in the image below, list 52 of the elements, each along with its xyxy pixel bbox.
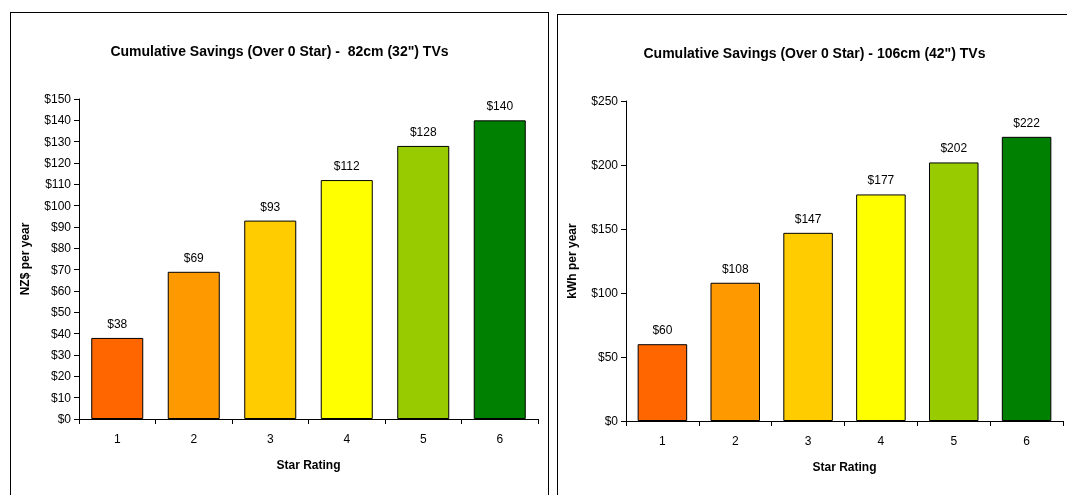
data-label: $108 [721, 261, 749, 276]
y-axis-title: kWh per year [565, 222, 579, 299]
y-tick-label: $100 [591, 286, 619, 300]
x-axis-title: Star Rating [812, 460, 877, 474]
x-tick-label: 2 [731, 434, 739, 448]
data-label: $140 [486, 99, 514, 114]
y-tick-label: $20 [50, 369, 72, 384]
y-tick-label: $250 [591, 94, 619, 108]
data-label: $93 [260, 199, 281, 214]
x-tick-label: 3 [804, 434, 812, 448]
y-tick-label: $50 [597, 350, 619, 364]
y-tick-label: $60 [50, 284, 72, 298]
x-tick-label: 6 [1023, 434, 1031, 448]
data-label: $69 [183, 250, 205, 265]
x-tick-label: 2 [190, 432, 198, 446]
y-tick-label: $100 [44, 198, 72, 213]
y-tick-label: $0 [57, 412, 72, 426]
data-label: $177 [867, 173, 895, 188]
y-tick-label: $70 [50, 262, 72, 277]
data-label: $38 [107, 316, 128, 331]
y-axis-title: NZ$ per year [18, 222, 32, 296]
y-tick-label: $150 [44, 92, 72, 106]
x-tick-label: 6 [496, 432, 504, 446]
chart-title: Cumulative Savings (Over 0 Star) - 106cm (42") TVs [643, 45, 986, 61]
chart-title: Cumulative Savings (Over 0 Star) - 82cm (32") TVs [110, 43, 449, 59]
y-tick-label: $130 [44, 134, 72, 149]
y-tick-label: $120 [44, 156, 72, 170]
data-label: $147 [794, 211, 822, 226]
y-tick-label: $150 [591, 222, 619, 236]
y-tick-label: $110 [45, 177, 72, 192]
data-label: $60 [652, 323, 673, 338]
y-tick-label: $90 [50, 220, 72, 234]
x-axis-title: Star Rating [276, 458, 341, 472]
y-tick-label: $200 [591, 158, 619, 172]
x-tick-label: 1 [113, 432, 121, 446]
y-tick-label: $40 [50, 326, 72, 341]
data-label: $128 [409, 124, 437, 139]
y-tick-label: $0 [604, 414, 619, 428]
y-tick-label: $140 [44, 113, 72, 128]
y-tick-label: $80 [50, 241, 72, 256]
x-tick-label: 3 [266, 432, 274, 446]
x-tick-label: 4 [343, 432, 351, 446]
y-tick-label: $50 [50, 305, 72, 320]
x-tick-label: 5 [419, 432, 427, 446]
y-tick-label: $10 [50, 390, 72, 405]
data-label: $112 [333, 159, 360, 174]
x-tick-label: 4 [877, 434, 885, 448]
y-tick-label: $30 [50, 348, 72, 362]
data-label: $202 [940, 141, 968, 156]
x-tick-label: 1 [659, 434, 667, 448]
data-label: $222 [1013, 115, 1041, 130]
x-tick-label: 5 [950, 434, 958, 448]
